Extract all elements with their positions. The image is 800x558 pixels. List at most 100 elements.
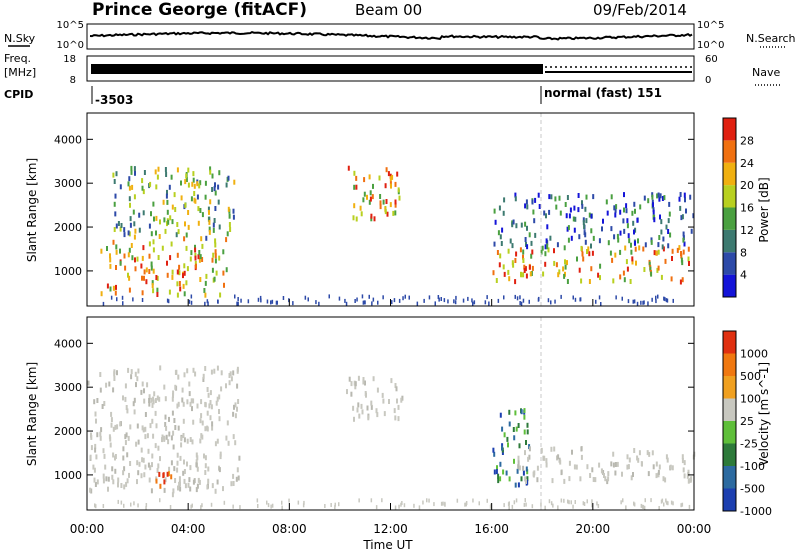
scatter-cell [514,482,517,488]
scatter-cell [508,476,511,482]
scatter-cell [545,462,548,468]
scatter-cell [330,503,332,507]
scatter-cell [150,397,153,403]
scatter-cell [585,194,588,200]
scatter-cell [207,466,210,472]
scatter-cell [172,430,175,436]
scatter-cell [127,181,130,187]
scatter-cell [651,450,654,456]
scatter-cell [585,218,588,224]
scatter-cell [444,502,446,507]
scatter-cell [229,371,232,377]
scatter-cell [557,272,560,278]
scatter-cell [497,473,500,479]
scatter-cell [225,182,228,188]
scatter-cell [634,246,637,252]
scatter-cell [115,171,118,177]
scatter-cell [150,261,153,267]
scatter-cell [388,399,390,404]
scatter-cell [124,396,127,402]
scatter-cell [96,398,99,403]
scatter-cell [134,371,137,377]
scatter-cell [652,202,654,208]
scatter-cell [357,375,360,381]
velocity-colorbar-tick: -25 [740,438,758,451]
scatter-cell [185,280,188,286]
scatter-cell [184,179,187,185]
scatter-cell [115,223,118,229]
scatter-cell [653,250,656,256]
scatter-cell [176,269,179,275]
scatter-cell [360,211,363,217]
scatter-cell [633,299,636,304]
scatter-cell [526,469,529,475]
scatter-cell [582,501,585,506]
scatter-cell [613,234,616,240]
scatter-cell [581,200,583,206]
scatter-cell [532,472,535,478]
scatter-cell [90,445,93,451]
scatter-cell [195,487,198,493]
scatter-cell [92,464,95,470]
scatter-cell [637,238,639,244]
scatter-cell [176,222,179,227]
scatter-cell [214,190,217,196]
scatter-cell [381,498,383,503]
scatter-cell [580,446,583,452]
scatter-cell [171,274,174,280]
scatter-cell [171,269,174,275]
scatter-cell [395,386,398,392]
scatter-cell [259,295,262,300]
scatter-cell [200,399,203,405]
scatter-cell [102,478,105,484]
scatter-cell [454,300,457,305]
scatter-cell [372,297,375,302]
scatter-cell [472,301,474,306]
scatter-cell [606,479,609,485]
scatter-cell [370,498,373,503]
scatter-cell [586,249,588,254]
noise-tick-left-top: 10^5 [57,20,84,31]
scatter-cell [386,211,389,217]
scatter-cell [136,376,139,382]
scatter-cell [338,502,340,507]
scatter-cell [128,472,130,478]
scatter-cell [281,500,283,505]
scatter-cell [137,439,140,445]
scatter-cell [493,208,496,214]
scatter-cell [382,295,384,300]
scatter-cell [225,237,228,243]
scatter-cell [631,210,634,216]
scatter-cell [192,419,195,425]
scatter-cell [219,292,222,298]
scatter-cell [178,482,181,487]
scatter-cell [198,257,201,263]
scatter-cell [197,477,200,483]
scatter-cell [538,296,540,301]
scatter-cell [105,382,108,388]
scatter-cell [194,261,197,266]
scatter-cell [514,192,517,198]
scatter-cell [112,452,115,458]
scatter-cell [396,398,398,404]
scatter-cell [668,211,671,217]
scatter-cell [134,257,136,263]
scatter-cell [170,174,173,180]
scatter-cell [154,169,157,175]
scatter-cell [627,464,630,470]
scatter-cell [370,216,373,222]
scatter-cell [672,501,674,506]
scatter-cell [364,380,366,386]
scatter-cell [523,264,526,270]
scatter-cell [443,298,446,303]
scatter-cell [142,210,145,216]
scatter-cell [204,463,207,469]
scatter-cell [524,237,527,242]
scatter-cell [606,210,609,216]
scatter-cell [655,461,658,467]
scatter-cell [134,170,136,176]
scatter-cell [212,227,215,233]
scatter-cell [623,228,626,234]
scatter-cell [199,418,202,424]
scatter-cell [361,409,364,415]
